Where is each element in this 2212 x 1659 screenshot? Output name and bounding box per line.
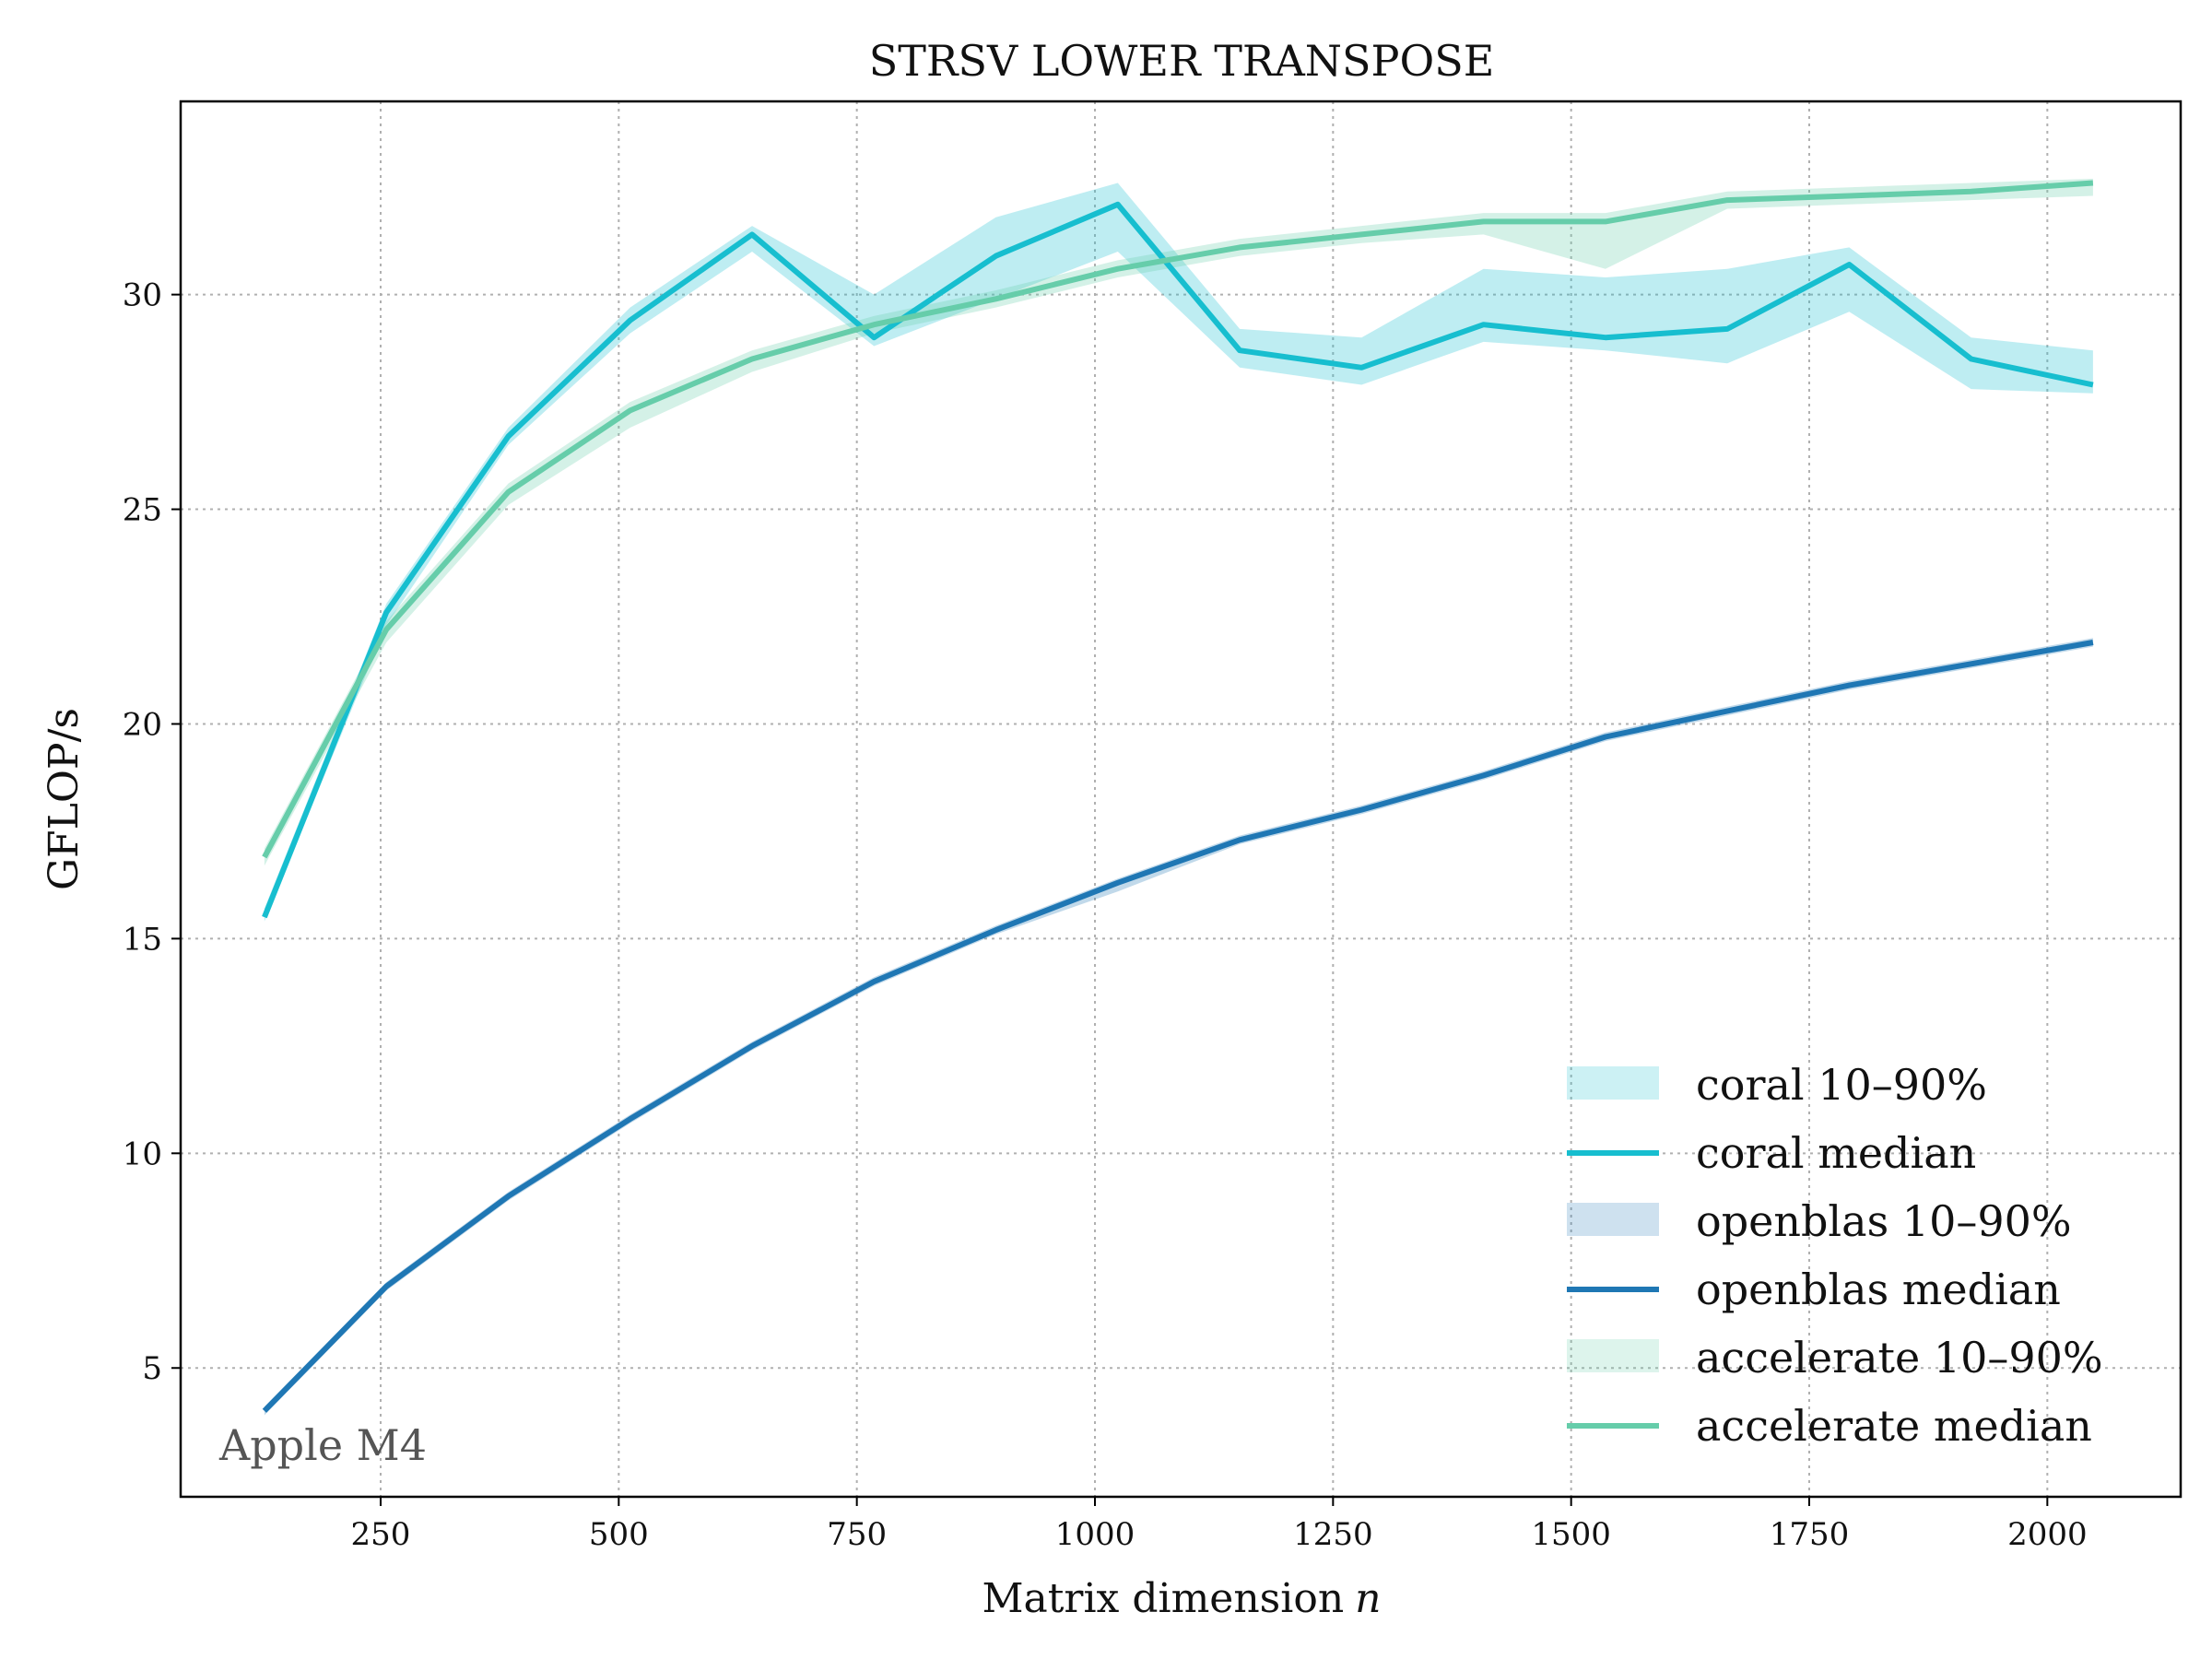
chart-title: STRSV LOWER TRANSPOSE: [869, 36, 1495, 86]
legend-label-accelerate-band: accelerate 10–90%: [1696, 1333, 2103, 1382]
y-tick-label: 25: [123, 492, 162, 529]
lines: [262, 180, 2094, 1413]
x-tick-label: 1500: [1531, 1516, 1611, 1553]
y-axis-label: GFLOP/s: [41, 708, 88, 890]
grid: [181, 101, 2181, 1497]
y-tick-label: 5: [142, 1350, 162, 1387]
legend: coral 10–90% coral median openblas 10–90% o…: [1567, 1060, 2103, 1451]
y-tick-label: 15: [123, 921, 162, 958]
legend-label-openblas-median: openblas median: [1696, 1265, 2061, 1314]
line-accelerate-median: [262, 180, 2094, 859]
plot-frame: [179, 100, 2183, 1499]
x-tick-label: 500: [589, 1516, 649, 1553]
x-tick-label: 1000: [1055, 1516, 1135, 1553]
x-tick-label: 750: [827, 1516, 887, 1553]
annotation: Apple M4: [218, 1420, 427, 1470]
legend-label-coral-median: coral median: [1696, 1128, 1976, 1178]
x-tick-label: 250: [351, 1516, 411, 1553]
legend-swatch-coral-band: [1567, 1066, 1659, 1100]
x-axis-label-variable: n: [1355, 1575, 1381, 1622]
legend-swatch-accelerate-band: [1567, 1339, 1659, 1372]
line-coral-median: [262, 201, 2094, 919]
legend-label-accelerate-median: accelerate median: [1696, 1401, 2092, 1451]
legend-label-openblas-band: openblas 10–90%: [1696, 1196, 2072, 1246]
line-openblas-median: [262, 640, 2094, 1413]
y-axis-ticks: 5 10 15 20 25 30: [123, 277, 181, 1387]
y-tick-label: 30: [123, 277, 162, 314]
y-tick-label: 20: [123, 706, 162, 743]
legend-swatch-openblas-band: [1567, 1203, 1659, 1236]
x-axis-label: Matrix dimension n: [982, 1575, 1381, 1622]
x-tick-label: 2000: [2007, 1516, 2088, 1553]
legend-label-coral-band: coral 10–90%: [1696, 1060, 1987, 1110]
x-tick-label: 1750: [1770, 1516, 1850, 1553]
y-tick-label: 10: [123, 1135, 162, 1172]
x-axis-ticks: 250 500 750 1000 1250 1500 1750 2000: [351, 1497, 2088, 1553]
x-tick-label: 1250: [1293, 1516, 1373, 1553]
x-axis-label-text: Matrix dimension: [982, 1575, 1344, 1622]
